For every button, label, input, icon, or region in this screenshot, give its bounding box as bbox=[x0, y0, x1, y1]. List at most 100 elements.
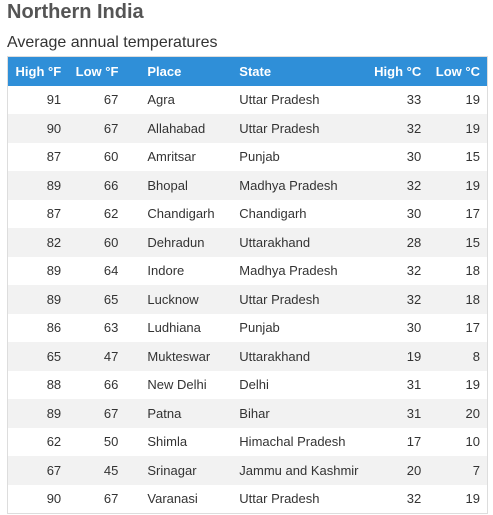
cell-high-f: 82 bbox=[46, 234, 62, 250]
cell-state: Uttar Pradesh bbox=[239, 120, 320, 136]
cell-high-c: 33 bbox=[406, 92, 422, 108]
cell-place: Allahabad bbox=[147, 120, 206, 136]
cell-high-f: 89 bbox=[46, 177, 62, 193]
cell-place: Srinagar bbox=[147, 462, 197, 478]
cell-low-f: 50 bbox=[103, 434, 119, 450]
cell-low-c: 10 bbox=[465, 434, 480, 450]
cell-high-c: 31 bbox=[406, 405, 422, 421]
header-low-c[interactable]: Low °C bbox=[435, 63, 480, 79]
cell-place: New Delhi bbox=[147, 377, 207, 393]
table-row: 62 50 Shimla Himachal Pradesh 17 10 bbox=[7, 427, 488, 456]
cell-high-c: 30 bbox=[406, 149, 422, 165]
cell-state: Bihar bbox=[239, 405, 270, 421]
cell-high-f: 88 bbox=[46, 377, 62, 393]
table-row: 89 67 Patna Bihar 31 20 bbox=[7, 399, 488, 428]
header-high-f[interactable]: High °F bbox=[15, 63, 62, 79]
table-header-row: High °F Low °F Place State High °C Low °… bbox=[7, 56, 488, 86]
cell-high-c: 30 bbox=[406, 206, 422, 222]
cell-state: Chandigarh bbox=[239, 206, 307, 222]
cell-low-f: 45 bbox=[103, 462, 119, 478]
cell-high-f: 90 bbox=[46, 120, 62, 136]
cell-low-f: 47 bbox=[103, 348, 119, 364]
table-row: 67 45 Srinagar Jammu and Kashmir 20 7 bbox=[7, 456, 488, 485]
cell-high-f: 65 bbox=[46, 348, 62, 364]
table-row: 87 60 Amritsar Punjab 30 15 bbox=[7, 142, 488, 171]
cell-low-c: 18 bbox=[465, 263, 480, 279]
cell-state: Uttarakhand bbox=[239, 234, 311, 250]
cell-place: Bhopal bbox=[147, 177, 188, 193]
cell-high-f: 87 bbox=[46, 206, 62, 222]
cell-high-c: 20 bbox=[406, 462, 422, 478]
cell-high-f: 86 bbox=[46, 320, 62, 336]
cell-low-c: 19 bbox=[465, 491, 480, 506]
table-row: 65 47 Mukteswar Uttarakhand 19 8 bbox=[7, 342, 488, 371]
cell-high-c: 28 bbox=[406, 234, 422, 250]
cell-high-f: 67 bbox=[46, 462, 62, 478]
cell-high-c: 17 bbox=[406, 434, 422, 450]
cell-place: Shimla bbox=[147, 434, 188, 450]
cell-low-f: 64 bbox=[103, 263, 119, 279]
cell-high-f: 62 bbox=[46, 434, 62, 450]
cell-state: Jammu and Kashmir bbox=[239, 462, 359, 478]
table-row: 90 67 Allahabad Uttar Pradesh 32 19 bbox=[7, 114, 488, 143]
cell-state: Punjab bbox=[239, 320, 280, 336]
header-place[interactable]: Place bbox=[147, 63, 182, 79]
cell-low-c: 18 bbox=[465, 291, 480, 307]
page-subtitle: Average annual temperatures bbox=[7, 34, 218, 51]
header-state[interactable]: State bbox=[239, 63, 272, 79]
table-row: 86 63 Ludhiana Punjab 30 17 bbox=[7, 313, 488, 342]
header-low-f[interactable]: Low °F bbox=[75, 63, 119, 79]
cell-low-c: 17 bbox=[465, 206, 480, 222]
cell-low-f: 62 bbox=[103, 206, 119, 222]
cell-state: Madhya Pradesh bbox=[239, 177, 338, 193]
cell-place: Indore bbox=[147, 263, 185, 279]
cell-low-c: 19 bbox=[465, 377, 480, 393]
cell-place: Amritsar bbox=[147, 149, 196, 165]
cell-high-c: 32 bbox=[406, 177, 422, 193]
cell-state: Delhi bbox=[239, 377, 269, 393]
header-high-c[interactable]: High °C bbox=[374, 63, 422, 79]
cell-place: Agra bbox=[147, 92, 175, 108]
cell-state: Uttarakhand bbox=[239, 348, 311, 364]
cell-high-f: 90 bbox=[46, 491, 62, 506]
cell-low-f: 65 bbox=[103, 291, 119, 307]
table-row: 91 67 Agra Uttar Pradesh 33 19 bbox=[7, 85, 488, 114]
cell-state: Madhya Pradesh bbox=[239, 263, 338, 279]
cell-high-f: 89 bbox=[46, 405, 62, 421]
cell-place: Ludhiana bbox=[147, 320, 201, 336]
table-row: 82 60 Dehradun Uttarakhand 28 15 bbox=[7, 228, 488, 257]
cell-place: Dehradun bbox=[147, 234, 205, 250]
cell-state: Uttar Pradesh bbox=[239, 92, 320, 108]
cell-high-c: 32 bbox=[406, 263, 422, 279]
cell-high-f: 89 bbox=[46, 263, 62, 279]
table-body: 91 67 Agra Uttar Pradesh 33 19 90 67 Allahabad Ut… bbox=[7, 85, 488, 513]
table-row: 89 64 Indore Madhya Pradesh 32 18 bbox=[7, 256, 488, 285]
cell-low-f: 66 bbox=[103, 177, 119, 193]
table-row: 88 66 New Delhi Delhi 31 19 bbox=[7, 370, 488, 399]
temperature-table: High °F Low °F Place State High °C Low °… bbox=[7, 56, 488, 514]
cell-low-c: 7 bbox=[472, 462, 480, 478]
table-row: 87 62 Chandigarh Chandigarh 30 17 bbox=[7, 199, 488, 228]
cell-low-c: 19 bbox=[465, 177, 480, 193]
cell-place: Lucknow bbox=[147, 291, 199, 307]
cell-low-c: 15 bbox=[465, 234, 480, 250]
cell-high-c: 32 bbox=[406, 120, 422, 136]
cell-low-f: 60 bbox=[103, 234, 119, 250]
cell-low-f: 67 bbox=[103, 92, 119, 108]
cell-low-c: 19 bbox=[465, 120, 480, 136]
cell-low-f: 67 bbox=[103, 491, 119, 506]
cell-low-c: 20 bbox=[465, 405, 480, 421]
cell-state: Himachal Pradesh bbox=[239, 434, 346, 450]
cell-high-f: 89 bbox=[46, 291, 62, 307]
table-row: 89 66 Bhopal Madhya Pradesh 32 19 bbox=[7, 171, 488, 200]
cell-state: Punjab bbox=[239, 149, 280, 165]
cell-low-c: 8 bbox=[472, 348, 480, 364]
cell-low-f: 67 bbox=[103, 120, 119, 136]
page-title: Northern India bbox=[7, 1, 144, 23]
cell-high-c: 32 bbox=[406, 291, 422, 307]
cell-high-f: 87 bbox=[46, 149, 62, 165]
cell-high-c: 30 bbox=[406, 320, 422, 336]
cell-high-f: 91 bbox=[46, 92, 62, 108]
cell-low-c: 15 bbox=[465, 149, 480, 165]
cell-high-c: 19 bbox=[406, 348, 422, 364]
